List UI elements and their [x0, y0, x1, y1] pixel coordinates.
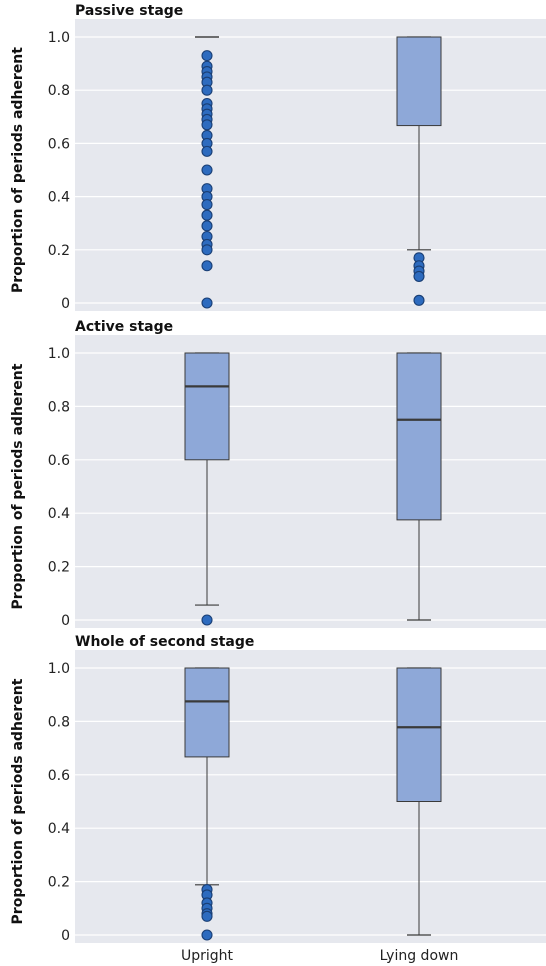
panel-1: 0 0.2 0.4 0.6 0.8 1.0 Passive stage Proportion …	[10, 3, 546, 312]
y-tick-label: 0	[61, 296, 70, 312]
outlier-point	[413, 294, 425, 306]
outlier-point	[201, 244, 213, 256]
outlier-point	[201, 145, 213, 157]
y-tick-label: 0.8	[48, 399, 70, 415]
y-tick-label: 1.0	[48, 30, 70, 46]
y-axis-title: Proportion of periods adherent	[10, 678, 26, 924]
y-tick-label: 0.6	[48, 768, 70, 784]
x-category-label: Lying down	[380, 948, 459, 964]
panel-3: 0 0.2 0.4 0.6 0.8 1.0 Whole of second stage Pro…	[10, 634, 546, 964]
outlier-point	[201, 220, 213, 232]
box-upright	[184, 667, 230, 941]
y-tick-label: 0.2	[48, 875, 70, 891]
y-tick-label: 0.8	[48, 714, 70, 730]
outlier-point	[201, 209, 213, 221]
iqr-box	[184, 352, 230, 461]
panel-title: Passive stage	[75, 3, 183, 19]
outlier-point	[201, 614, 213, 626]
box-upright	[195, 36, 219, 309]
iqr-box	[396, 667, 442, 802]
outlier-point	[201, 119, 213, 131]
outlier-point	[201, 199, 213, 211]
box-upright	[184, 352, 230, 626]
y-tick-label: 1.0	[48, 346, 70, 362]
y-tick-label: 0.4	[48, 506, 70, 522]
box-lying-down	[396, 352, 442, 621]
panel-title: Whole of second stage	[75, 634, 254, 650]
y-axis-title: Proportion of periods adherent	[10, 363, 26, 609]
outlier-point	[201, 910, 213, 922]
outlier-point	[413, 270, 425, 282]
box-lying-down	[396, 667, 442, 936]
panel-2: 0 0.2 0.4 0.6 0.8 1.0 Active stage Proportion o…	[10, 319, 546, 629]
y-tick-label: 0	[61, 928, 70, 944]
outlier-point	[201, 260, 213, 272]
outlier-point	[201, 929, 213, 941]
plot-background	[75, 335, 546, 628]
outlier-point	[201, 297, 213, 309]
plot-background	[75, 650, 546, 943]
y-tick-label: 0.8	[48, 83, 70, 99]
y-tick-label: 0.6	[48, 136, 70, 152]
outlier-point	[201, 50, 213, 62]
x-category-label: Upright	[181, 948, 234, 964]
y-tick-label: 0.2	[48, 243, 70, 259]
y-tick-label: 0.4	[48, 190, 70, 206]
y-tick-label: 0	[61, 613, 70, 629]
y-tick-label: 1.0	[48, 661, 70, 677]
outlier-point	[201, 164, 213, 176]
y-tick-label: 0.2	[48, 560, 70, 576]
y-tick-label: 0.4	[48, 821, 70, 837]
panel-title: Active stage	[75, 319, 173, 335]
iqr-box	[396, 352, 442, 521]
box-lying-down	[396, 36, 442, 306]
iqr-box	[396, 36, 442, 127]
y-tick-label: 0.6	[48, 453, 70, 469]
plot-background	[75, 19, 546, 311]
iqr-box	[184, 667, 230, 758]
y-axis-title: Proportion of periods adherent	[10, 47, 26, 293]
outlier-point	[201, 84, 213, 96]
